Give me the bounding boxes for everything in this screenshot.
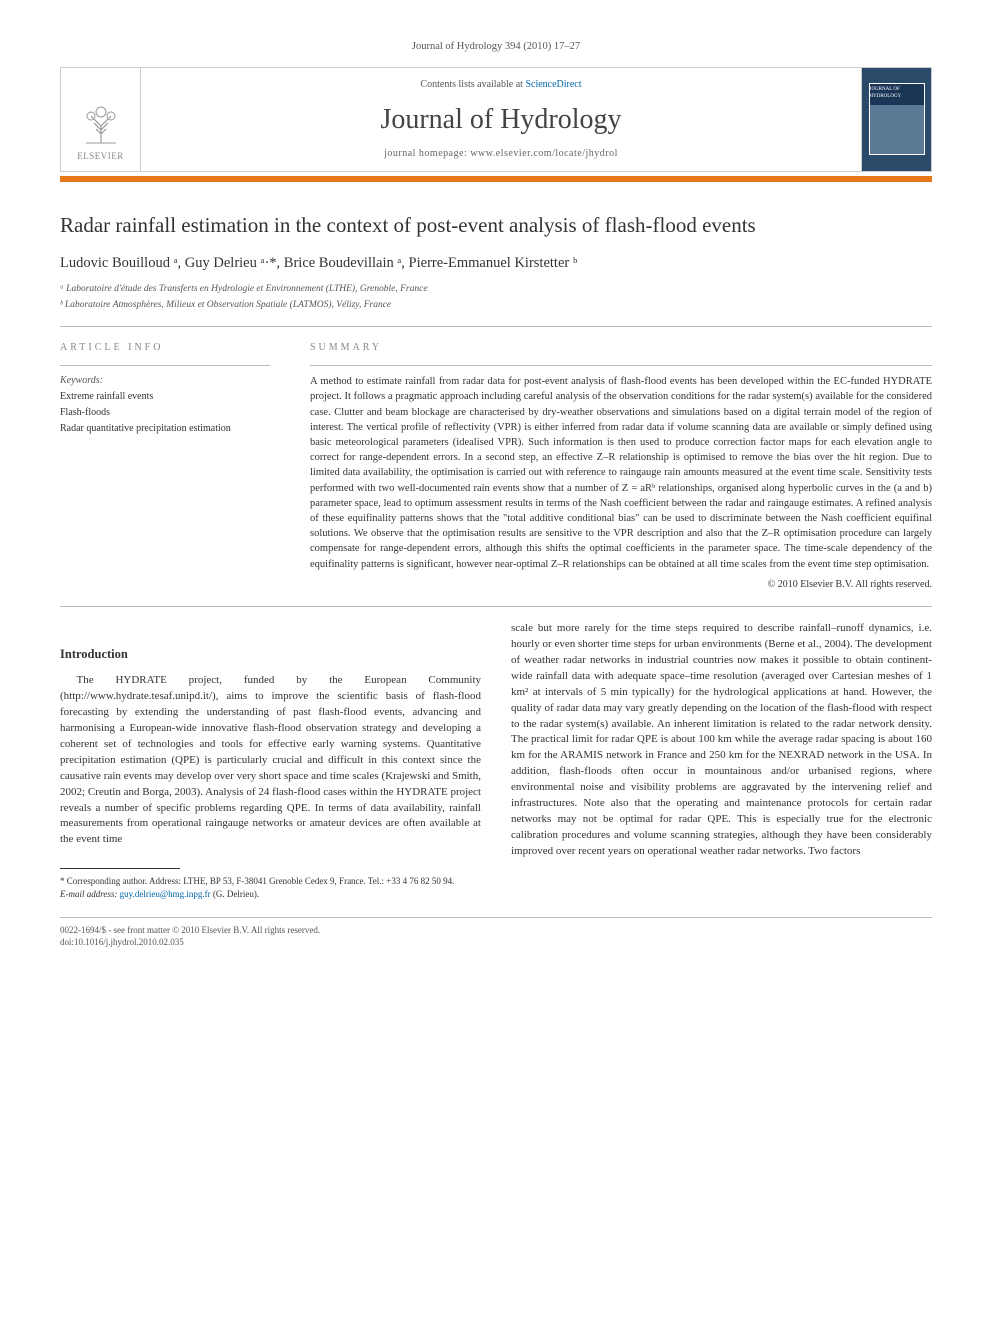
keyword-2: Flash-floods: [60, 406, 270, 420]
affiliations: ᵃ Laboratoire d'étude des Transferts en …: [60, 283, 932, 312]
email-footnote: E-mail address: guy.delrieu@hmg.inpg.fr …: [60, 888, 481, 901]
journal-cover-thumb: JOURNAL OF HYDROLOGY: [869, 83, 925, 155]
rule-below-summary: [60, 606, 932, 607]
footnote-separator: [60, 868, 180, 869]
journal-masthead: ELSEVIER Contents lists available at Sci…: [60, 67, 932, 172]
rule-summary-inner: [310, 365, 932, 366]
top-citation-line: Journal of Hydrology 394 (2010) 17–27: [60, 40, 932, 55]
body-column-left: Introduction The HYDRATE project, funded…: [60, 621, 481, 901]
summary-body: A method to estimate rainfall from radar…: [310, 374, 932, 572]
author-list: Ludovic Bouilloud ᵃ, Guy Delrieu ᵃ·*, Br…: [60, 253, 932, 273]
body-two-columns: Introduction The HYDRATE project, funded…: [60, 621, 932, 901]
summary-copyright: © 2010 Elsevier B.V. All rights reserved…: [310, 578, 932, 592]
email-paren: (G. Delrieu).: [211, 889, 259, 899]
page: Journal of Hydrology 394 (2010) 17–27 EL…: [0, 0, 992, 989]
introduction-heading: Introduction: [60, 645, 481, 663]
journal-homepage-line: journal homepage: www.elsevier.com/locat…: [161, 147, 841, 161]
sciencedirect-link[interactable]: ScienceDirect: [525, 79, 581, 90]
article-info-summary-row: ARTICLE INFO Keywords: Extreme rainfall …: [60, 341, 932, 592]
masthead-center: Contents lists available at ScienceDirec…: [141, 68, 861, 171]
intro-para-right: scale but more rarely for the time steps…: [511, 621, 932, 860]
orange-divider-bar: [60, 176, 932, 182]
rule-above-info: [60, 326, 932, 327]
elsevier-tree-icon: [76, 98, 126, 148]
article-info-header: ARTICLE INFO: [60, 341, 270, 355]
publisher-name: ELSEVIER: [77, 150, 124, 163]
affiliation-a: ᵃ Laboratoire d'étude des Transferts en …: [60, 283, 932, 296]
footer-front-matter: 0022-1694/$ - see front matter © 2010 El…: [60, 924, 932, 937]
contents-prefix: Contents lists available at: [420, 79, 525, 90]
corresponding-author-footnote: * Corresponding author. Address: LTHE, B…: [60, 875, 481, 888]
article-info-block: ARTICLE INFO Keywords: Extreme rainfall …: [60, 341, 270, 592]
article-title: Radar rainfall estimation in the context…: [60, 212, 932, 239]
keyword-3: Radar quantitative precipitation estimat…: [60, 422, 270, 436]
summary-block: SUMMARY A method to estimate rainfall fr…: [310, 341, 932, 592]
page-footer: 0022-1694/$ - see front matter © 2010 El…: [60, 917, 932, 949]
intro-para-left: The HYDRATE project, funded by the Europ…: [60, 673, 481, 848]
body-column-right: scale but more rarely for the time steps…: [511, 621, 932, 901]
keyword-1: Extreme rainfall events: [60, 390, 270, 404]
email-label: E-mail address:: [60, 889, 120, 899]
journal-title: Journal of Hydrology: [161, 100, 841, 139]
keywords-label: Keywords:: [60, 374, 270, 388]
corresponding-email-link[interactable]: guy.delrieu@hmg.inpg.fr: [120, 889, 211, 899]
affiliation-b: ᵇ Laboratoire Atmosphères, Milieux et Ob…: [60, 299, 932, 312]
publisher-block: ELSEVIER: [61, 68, 141, 171]
rule-info-inner: [60, 365, 270, 366]
cover-thumb-label: JOURNAL OF HYDROLOGY: [870, 86, 924, 100]
footer-doi: doi:10.1016/j.jhydrol.2010.02.035: [60, 936, 932, 949]
cover-thumbnail-block: JOURNAL OF HYDROLOGY: [861, 68, 931, 171]
summary-header: SUMMARY: [310, 341, 932, 355]
contents-available-line: Contents lists available at ScienceDirec…: [161, 78, 841, 92]
